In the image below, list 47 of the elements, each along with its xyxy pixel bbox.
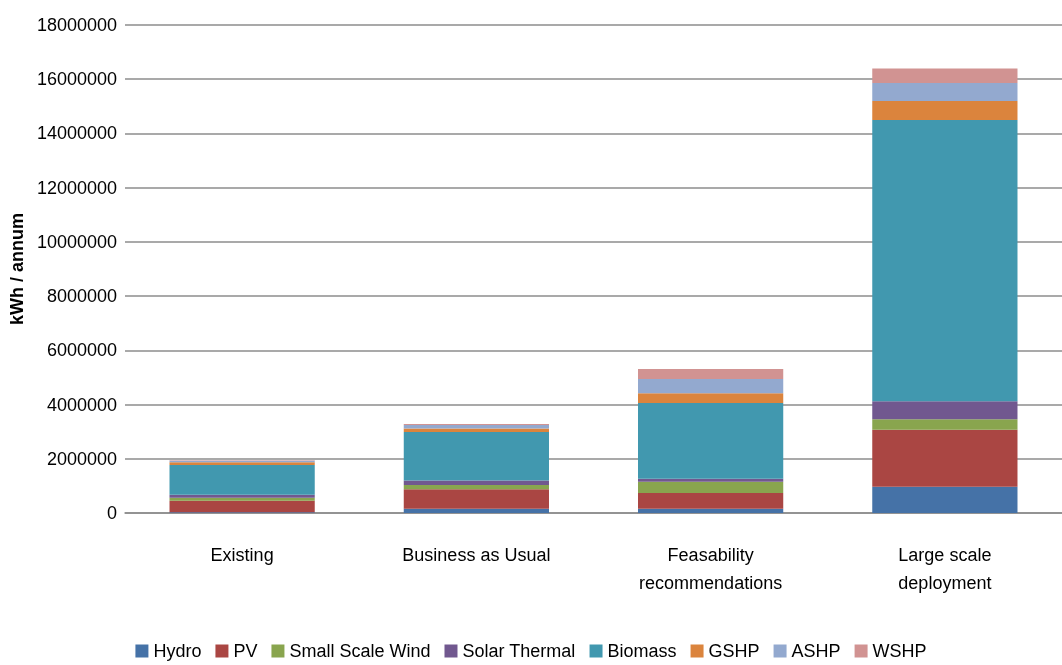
legend-label: PV (233, 641, 258, 661)
y-tick-label: 10000000 (36, 231, 117, 252)
legend-label: GSHP (708, 641, 760, 661)
legend-label: Solar Thermal (462, 641, 576, 661)
y-tick-label: 2000000 (46, 448, 117, 469)
bar (638, 402, 784, 479)
bar (872, 68, 1018, 84)
x-tick-label: Feasability recommendations (639, 545, 783, 593)
y-tick-label: 8000000 (46, 286, 117, 307)
bar (638, 478, 784, 482)
y-tick-label: 12000000 (36, 177, 117, 198)
bar (638, 508, 784, 513)
bar (638, 492, 784, 509)
y-tick-label: 4000000 (46, 394, 117, 415)
legend-label: WSHP (872, 641, 927, 661)
legend-label: Small Scale Wind (289, 641, 431, 661)
legend-label: Hydro (153, 641, 202, 661)
y-tick-label: 18000000 (36, 15, 117, 35)
bar (638, 393, 784, 403)
bar (872, 83, 1018, 101)
bar (403, 489, 549, 509)
bar (872, 100, 1018, 120)
bar (403, 508, 549, 513)
bar (638, 481, 784, 493)
y-tick-label: 0 (106, 503, 117, 523)
bar (638, 379, 784, 394)
y-tick-label: 6000000 (46, 340, 117, 361)
y-tick-label: 16000000 (36, 69, 117, 90)
bar (872, 429, 1018, 487)
y-axis-title: kWh / annum (7, 213, 28, 325)
x-tick-label: Existing (210, 545, 274, 565)
bar (403, 428, 549, 432)
bar (872, 419, 1018, 430)
bar (872, 119, 1018, 402)
bar (403, 431, 549, 481)
x-tick-label: Business as Usual (402, 545, 551, 565)
legend-label: Biomass (607, 641, 677, 661)
bar (403, 485, 549, 490)
y-tick-label: 14000000 (36, 123, 117, 144)
bar (872, 486, 1018, 513)
bar (872, 401, 1018, 420)
bar (169, 465, 315, 495)
bar (403, 480, 549, 486)
bar (169, 500, 315, 513)
legend-label: ASHP (791, 641, 841, 661)
bar (638, 369, 784, 380)
x-tick-label: Large scale deployment (898, 545, 992, 593)
